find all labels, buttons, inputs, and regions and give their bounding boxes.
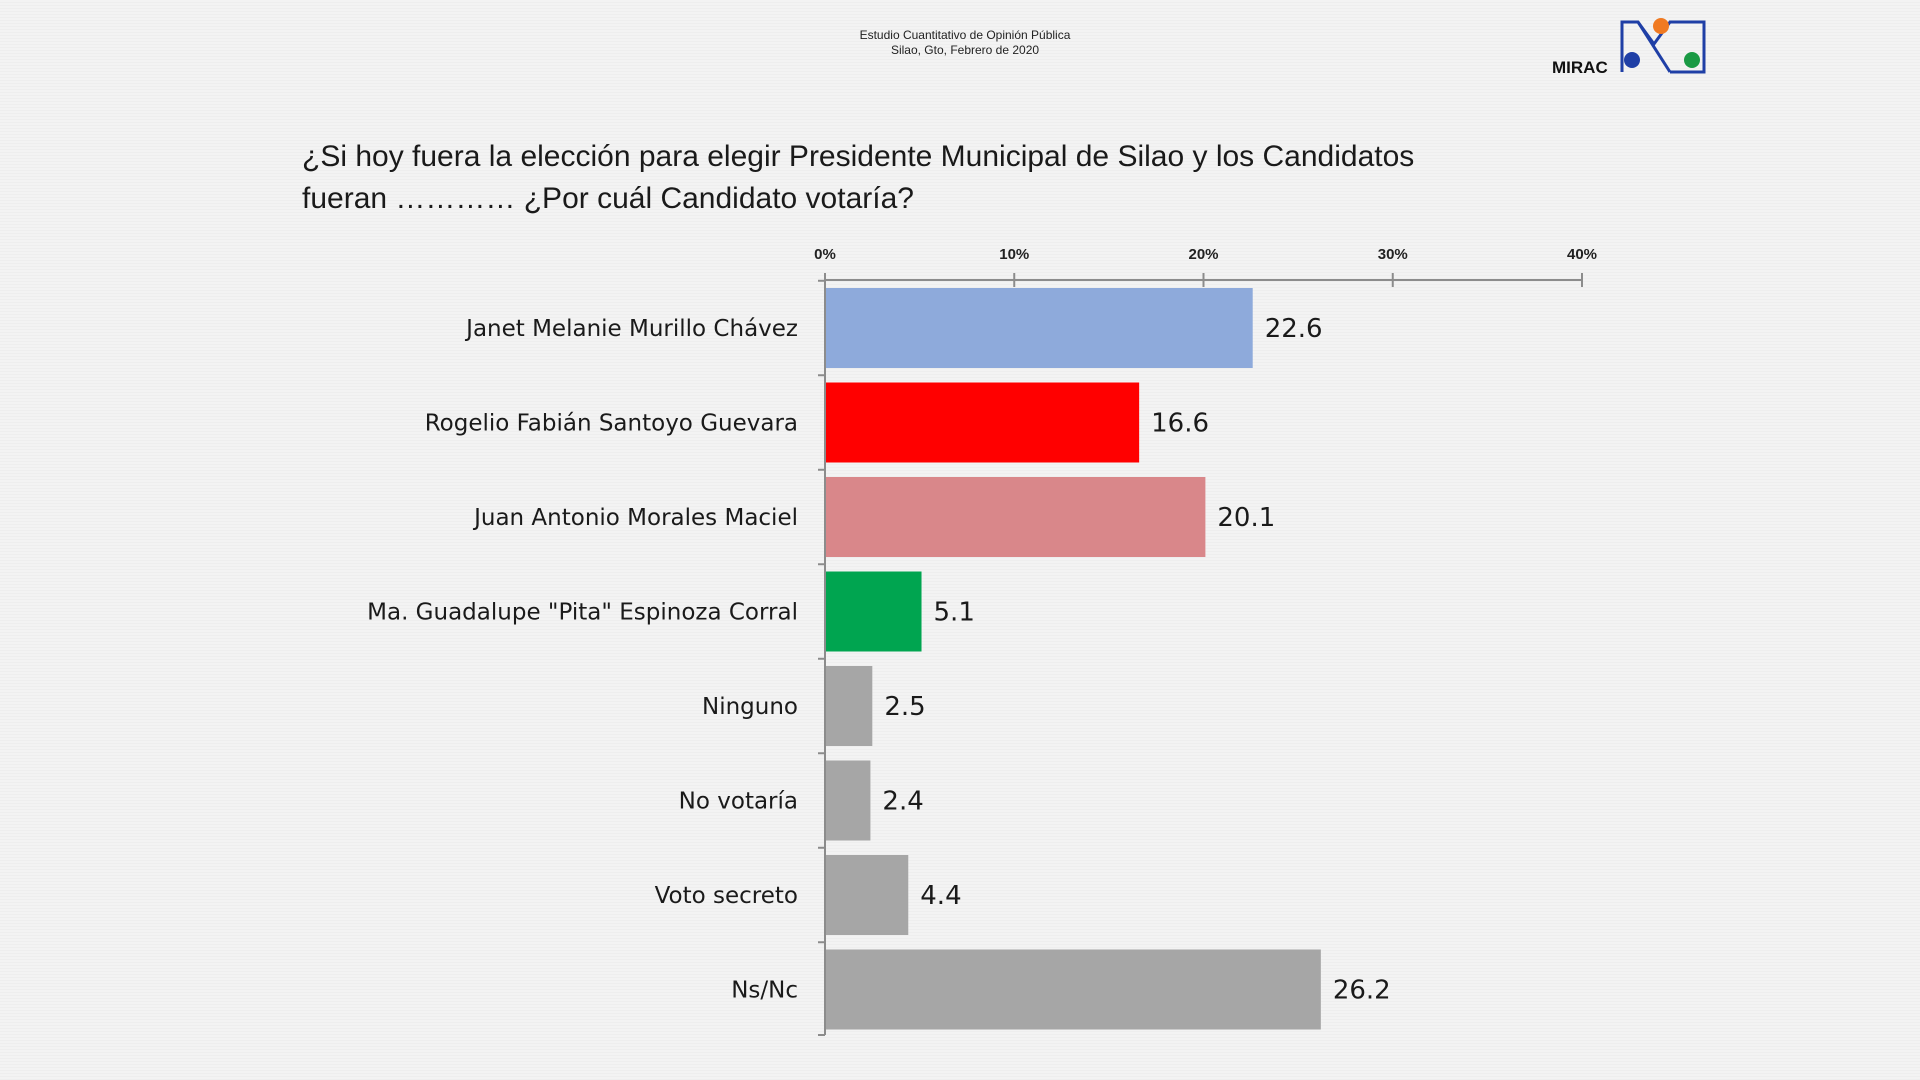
bar bbox=[826, 666, 873, 746]
bar bbox=[826, 382, 1140, 463]
logo-text: MIRAC bbox=[1552, 58, 1608, 77]
bar bbox=[826, 855, 909, 935]
data-label: 5.1 bbox=[934, 598, 975, 628]
mirac-logo: MIRAC bbox=[1552, 14, 1712, 80]
bar bbox=[826, 288, 1253, 368]
data-label: 16.6 bbox=[1151, 409, 1209, 439]
category-label: Juan Antonio Morales Maciel bbox=[472, 505, 798, 531]
x-tick-label: 0% bbox=[814, 246, 836, 263]
logo-dot-blue bbox=[1624, 52, 1640, 68]
x-tick-label: 30% bbox=[1378, 246, 1408, 263]
category-label: Ma. Guadalupe "Pita" Espinoza Corral bbox=[367, 600, 798, 626]
category-label: Rogelio Fabián Santoyo Guevara bbox=[425, 411, 798, 437]
bar bbox=[826, 949, 1321, 1030]
category-label: Janet Melanie Murillo Chávez bbox=[464, 316, 798, 342]
study-header: Estudio Cuantitativo de Opinión Pública … bbox=[760, 28, 1170, 58]
logo-dot-green bbox=[1684, 52, 1700, 68]
data-label: 4.4 bbox=[920, 881, 961, 911]
x-tick-label: 10% bbox=[999, 246, 1029, 263]
x-tick-label: 40% bbox=[1567, 246, 1597, 263]
bar bbox=[826, 571, 922, 652]
question-line-2: fueran ………… ¿Por cuál Candidato votaría? bbox=[302, 182, 914, 215]
category-label: Ninguno bbox=[702, 694, 798, 720]
question-line-1: ¿Si hoy fuera la elección para elegir Pr… bbox=[302, 140, 1415, 173]
category-label: No votaría bbox=[679, 789, 798, 815]
logo-graphic bbox=[1620, 18, 1706, 74]
x-tick-label: 20% bbox=[1188, 246, 1218, 263]
question-title: ¿Si hoy fuera la elección para elegir Pr… bbox=[302, 136, 1622, 220]
study-place-date: Silao, Gto, Febrero de 2020 bbox=[890, 43, 1040, 57]
logo-diagonal bbox=[1636, 21, 1672, 73]
study-title: Estudio Cuantitativo de Opinión Pública bbox=[859, 28, 1071, 42]
category-label: Voto secreto bbox=[655, 883, 798, 909]
data-label: 26.2 bbox=[1333, 976, 1391, 1006]
data-label: 2.5 bbox=[884, 692, 925, 722]
logo-dot-orange bbox=[1653, 18, 1669, 34]
bar bbox=[826, 477, 1206, 557]
data-label: 2.4 bbox=[882, 787, 923, 817]
category-label: Ns/Nc bbox=[731, 978, 798, 1004]
data-label: 22.6 bbox=[1265, 314, 1323, 344]
data-label: 20.1 bbox=[1217, 503, 1275, 533]
bar bbox=[826, 760, 871, 841]
